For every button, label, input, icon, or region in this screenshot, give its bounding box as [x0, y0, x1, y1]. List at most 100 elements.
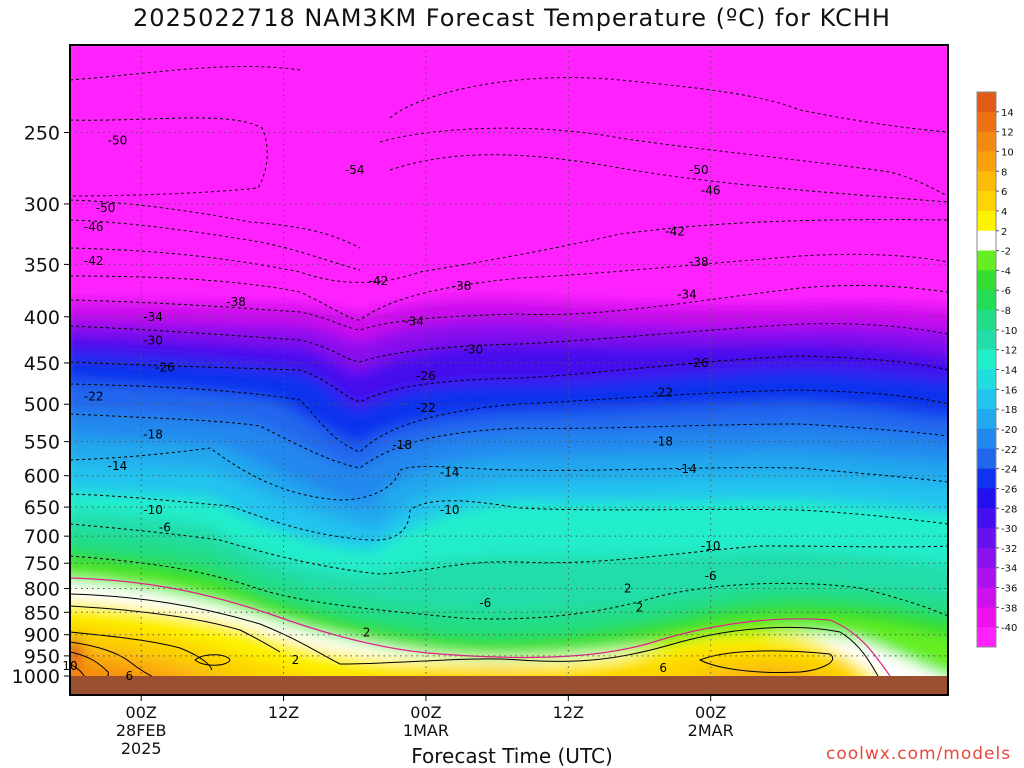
contour-label: -18	[143, 427, 163, 441]
y-tick-label: 300	[24, 194, 60, 216]
colorbar-label: -28	[1001, 504, 1017, 515]
colorbar-swatch	[977, 310, 996, 331]
colorbar-swatch	[977, 389, 996, 410]
contour-label: 2	[363, 626, 371, 640]
y-tick-label: 1000	[12, 666, 60, 688]
colorbar-label: -18	[1001, 405, 1017, 416]
contour-label: -42	[665, 225, 685, 239]
contour-label: -10	[440, 503, 460, 517]
colorbar-label: -2	[1001, 247, 1011, 258]
contour-label: -34	[404, 315, 424, 329]
contour-labels: -50 -54 -50 -46 -50 -46 -42 -42 -38 -42 -38 -38 -34 -…	[62, 133, 720, 683]
y-tick-label: 450	[24, 353, 60, 375]
contour-label: -26	[155, 360, 175, 374]
colorbar-label: -38	[1001, 603, 1017, 614]
colorbar-label: 8	[1001, 167, 1007, 178]
contour-label: -22	[84, 389, 104, 403]
source-credit: coolwx.com/models	[826, 744, 1012, 764]
colorbar-swatch	[977, 448, 996, 470]
contour-label: -50	[108, 133, 128, 147]
colorbar-swatch	[977, 528, 996, 549]
contour-label: -34	[143, 310, 163, 324]
y-tick-label: 350	[24, 254, 60, 276]
colorbar-swatch	[977, 230, 996, 252]
colorbar-label: -6	[1001, 286, 1011, 297]
contour-label: -34	[677, 288, 697, 302]
colorbar-swatch	[977, 250, 996, 271]
y-tick-label: 400	[24, 307, 60, 329]
colorbar-label: 14	[1001, 108, 1014, 119]
contour-label: -18	[392, 438, 412, 452]
colorbar-swatch	[977, 171, 996, 192]
x-tick-label: 1MAR	[403, 721, 449, 740]
colorbar-swatch	[977, 468, 996, 489]
contour-label: -50	[96, 201, 116, 215]
colorbar-label: 6	[1001, 187, 1007, 198]
x-tick-label: 12Z	[268, 703, 299, 722]
colorbar-swatch	[977, 627, 996, 648]
colorbar-label: -22	[1001, 445, 1017, 456]
y-tick-label: 950	[24, 646, 60, 668]
colorbar-label: -40	[1001, 623, 1017, 634]
colorbar-label: -4	[1001, 266, 1011, 277]
contour-label: -30	[143, 334, 163, 348]
contour-label: -54	[345, 163, 365, 177]
colorbar-label: -12	[1001, 346, 1017, 357]
contour-label: -6	[705, 569, 717, 583]
x-tick-label: 12Z	[553, 703, 584, 722]
colorbar-swatch	[977, 369, 996, 390]
contour-label: -14	[108, 459, 128, 473]
y-tick-label: 550	[24, 432, 60, 454]
colorbar-swatch	[977, 349, 996, 370]
colorbar-swatch	[977, 607, 996, 628]
colorbar-swatch	[977, 587, 996, 608]
colorbar-label: -26	[1001, 484, 1017, 495]
colorbar-swatch	[977, 270, 996, 291]
contour-label: 2	[292, 653, 300, 667]
colorbar-label: -36	[1001, 584, 1017, 595]
colorbar-swatch	[977, 131, 996, 152]
colorbar-swatch	[977, 210, 996, 232]
contour-label: -14	[440, 465, 460, 479]
ground-band	[70, 676, 948, 695]
y-tick-label: 650	[24, 497, 60, 519]
contour-label: -18	[653, 435, 673, 449]
contour-label: -22	[416, 401, 436, 415]
colorbar-label: -30	[1001, 524, 1017, 535]
y-tick-label: 700	[24, 526, 60, 548]
contour-label: -14	[677, 462, 697, 476]
plot-frame	[69, 44, 949, 696]
contour-label: -10	[143, 503, 163, 517]
y-tick-label: 500	[24, 394, 60, 416]
colorbar-label: -8	[1001, 306, 1011, 317]
colorbar-label: -24	[1001, 465, 1017, 476]
y-tick-label: 850	[24, 602, 60, 624]
contour-label: 6	[659, 661, 667, 675]
contour-label: -46	[701, 184, 721, 198]
colorbar-swatch	[977, 290, 996, 311]
colorbar-label: 12	[1001, 128, 1014, 139]
contour-label: -22	[653, 385, 673, 399]
colorbar-swatch	[977, 508, 996, 529]
colorbar-swatch	[977, 547, 996, 569]
y-tick-label: 250	[24, 122, 60, 144]
contour-label: -50	[689, 163, 709, 177]
x-tick-label: 00Z	[695, 703, 726, 722]
contour-label: -38	[226, 295, 246, 309]
grid	[70, 45, 948, 695]
contour-label: -46	[84, 220, 104, 234]
contour-label: -42	[369, 274, 389, 288]
colorbar-label: -16	[1001, 385, 1017, 396]
colorbar-label: 4	[1001, 207, 1007, 218]
colorbar-label: -32	[1001, 544, 1017, 555]
contour-label: -10	[701, 539, 721, 553]
colorbar-label: -20	[1001, 425, 1017, 436]
x-tick-label: 00Z	[410, 703, 441, 722]
x-tick-label: 2MAR	[688, 721, 734, 740]
colorbar-swatch	[977, 151, 996, 172]
colorbar-label: 10	[1001, 147, 1014, 158]
chart-title: 2025022718 NAM3KM Forecast Temperature (…	[133, 4, 891, 32]
colorbar-label: -10	[1001, 326, 1017, 337]
colorbar-swatch	[977, 92, 996, 113]
